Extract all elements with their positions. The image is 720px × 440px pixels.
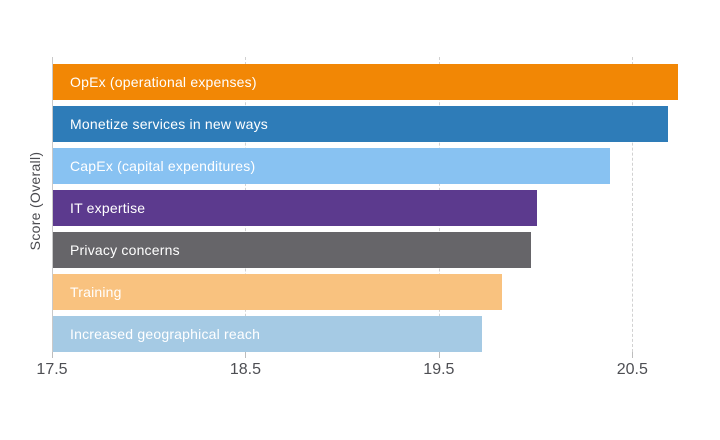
bar-label: IT expertise [70,200,146,217]
bar-label: Monetize services in new ways [70,116,268,133]
x-axis-tick [632,352,634,358]
bar: Privacy concerns [53,231,531,269]
bar: IT expertise [53,189,537,227]
bar: Training [53,273,502,311]
x-axis-tick [245,352,247,358]
plot-area: OpEx (operational expenses) Monetize serv… [36,57,700,378]
x-axis-tick [52,352,53,358]
bar-label: OpEx (operational expenses) [70,74,257,91]
x-axis-tick [438,352,440,358]
x-axis-tick-label: 17.5 [36,361,68,378]
x-axis-tick-label: 20.5 [616,361,648,378]
x-axis-tick-label: 19.5 [423,361,455,378]
bar: OpEx (operational expenses) [53,64,678,101]
bar: Monetize services in new ways [53,105,669,143]
bar-label: CapEx (capital expenditures) [70,158,256,175]
gridline [632,57,634,352]
bar-label: Training [70,284,122,301]
bar: Increased geographical reach [53,315,483,353]
x-axis-tick-label: 18.5 [229,361,261,378]
bar-label: Privacy concerns [70,242,180,259]
bar: CapEx (capital expenditures) [53,147,611,185]
y-axis-title: Score (Overall) [27,151,43,251]
y-axis-line [52,57,53,352]
bars-layer: OpEx (operational expenses) Monetize serv… [53,64,700,353]
bar-label: Increased geographical reach [70,326,261,343]
